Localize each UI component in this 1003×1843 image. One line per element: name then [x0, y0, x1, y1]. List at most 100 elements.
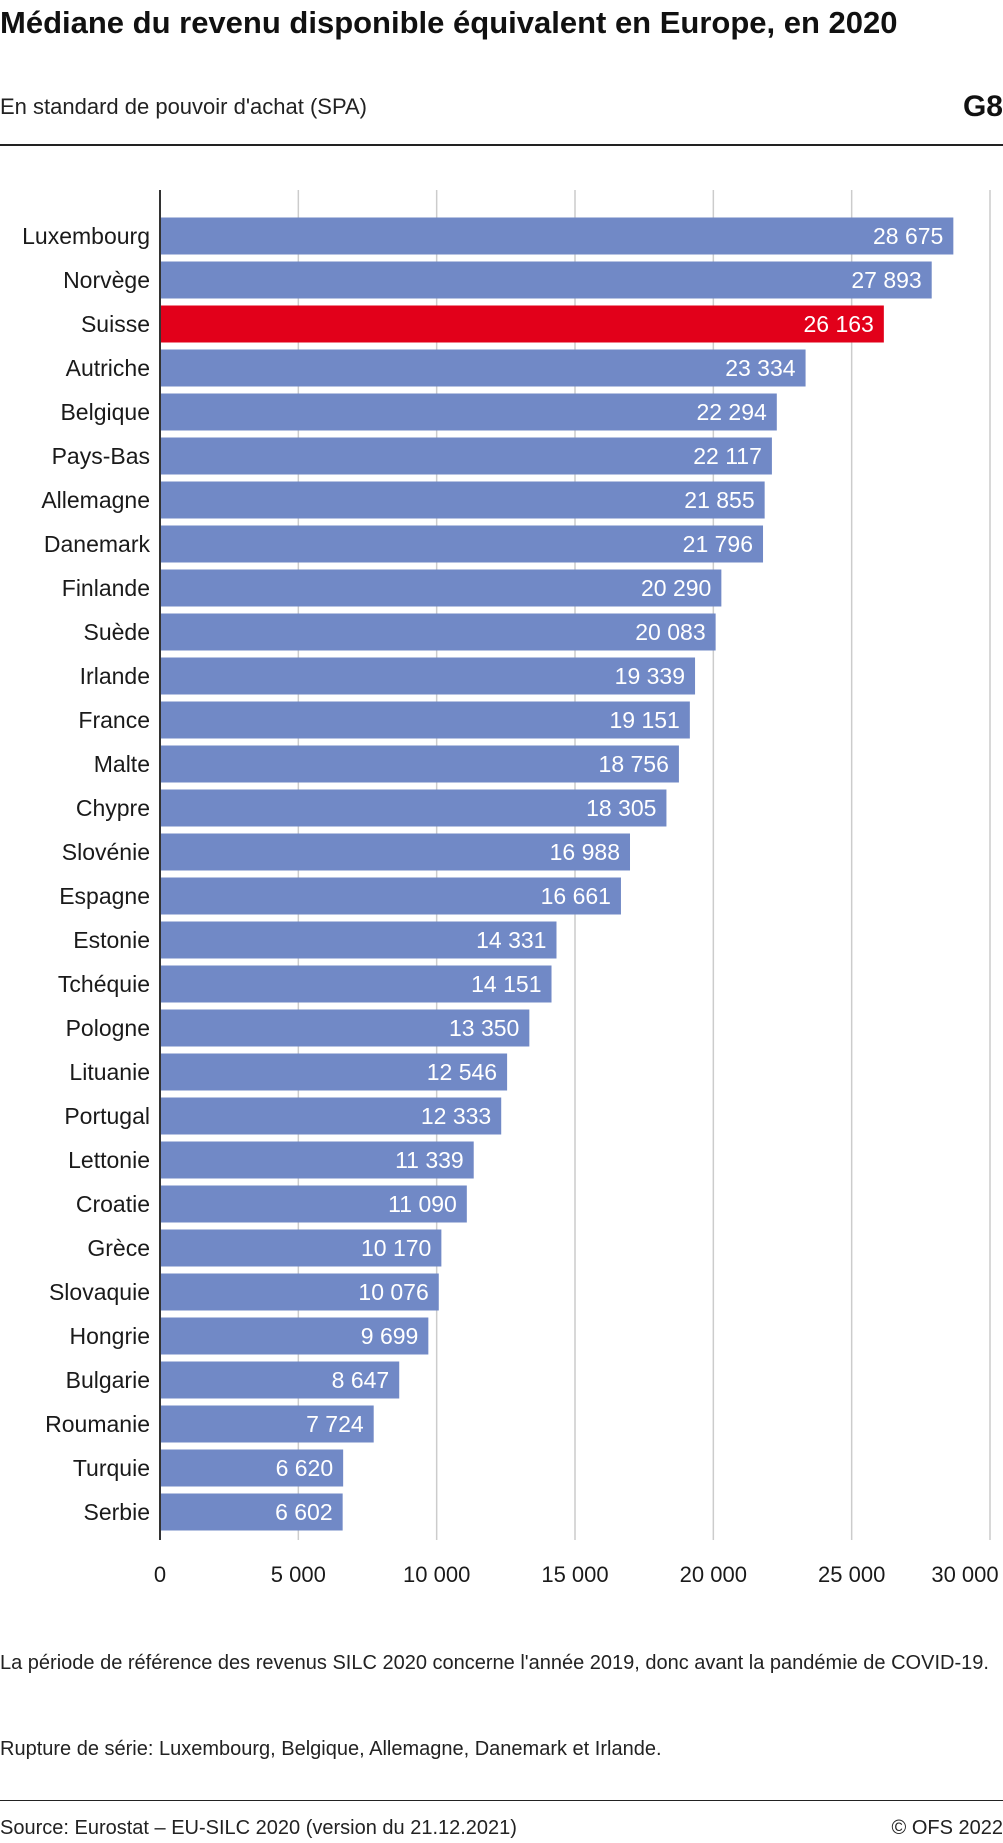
- category-label: Malte: [94, 751, 150, 777]
- value-label: 22 294: [696, 399, 767, 425]
- category-label: Turquie: [73, 1455, 150, 1481]
- category-label: Suède: [83, 619, 150, 645]
- value-label: 11 339: [395, 1147, 464, 1173]
- value-label: 12 546: [427, 1059, 497, 1085]
- value-label: 27 893: [851, 267, 921, 293]
- value-label: 19 151: [609, 707, 679, 733]
- bar: [160, 1449, 344, 1487]
- category-label: Chypre: [76, 795, 150, 821]
- category-label: Tchéquie: [58, 971, 150, 997]
- category-label: Portugal: [64, 1103, 150, 1129]
- bar: [160, 1317, 429, 1355]
- bar: [160, 1141, 474, 1179]
- bar: [160, 613, 716, 651]
- figure-badge: G8: [962, 90, 1003, 123]
- category-label: Autriche: [66, 355, 150, 381]
- category-label: Irlande: [80, 663, 150, 689]
- value-label: 9 699: [361, 1323, 419, 1349]
- bar: [160, 877, 621, 915]
- bar: [160, 657, 696, 695]
- value-label: 12 333: [421, 1103, 491, 1129]
- tick-label: 20 000: [680, 1562, 747, 1587]
- bar: [160, 1185, 467, 1223]
- bar: [160, 1405, 374, 1443]
- bar: [160, 437, 772, 475]
- value-label: 20 290: [641, 575, 711, 601]
- value-label: 10 076: [358, 1279, 428, 1305]
- bar-chart: 28 675 27 893 26 163 23 334 22 294 22 117 21 8…: [22, 190, 999, 1587]
- category-label: Pays-Bas: [52, 443, 150, 469]
- category-label: Slovénie: [62, 839, 150, 865]
- value-label: 8 647: [332, 1367, 390, 1393]
- chart-title: Médiane du revenu disponible équivalent …: [0, 5, 898, 40]
- category-label: Grèce: [87, 1235, 150, 1261]
- bar: [160, 305, 884, 343]
- bars: 28 675 27 893 26 163 23 334 22 294 22 117 21 8…: [160, 217, 954, 1531]
- category-labels: Luxembourg Norvège Suisse Autriche Belgique P…: [22, 223, 150, 1525]
- value-label: 7 724: [306, 1411, 364, 1437]
- bar: [160, 1229, 442, 1267]
- value-label: 21 855: [684, 487, 754, 513]
- tick-label: 25 000: [818, 1562, 885, 1587]
- category-label: Hongrie: [69, 1323, 150, 1349]
- value-label: 16 661: [541, 883, 611, 909]
- note-series-break: Rupture de série: Luxembourg, Belgique, …: [0, 1738, 662, 1760]
- bar: [160, 921, 557, 959]
- bar: [160, 393, 777, 431]
- value-label: 10 170: [361, 1235, 431, 1261]
- value-label: 22 117: [693, 443, 762, 469]
- bar: [160, 1361, 400, 1399]
- value-label: 16 988: [550, 839, 620, 865]
- category-label: Norvège: [63, 267, 150, 293]
- category-label: Finlande: [62, 575, 150, 601]
- copyright: © OFS 2022: [891, 1817, 1003, 1839]
- value-label: 28 675: [873, 223, 943, 249]
- category-label: Lituanie: [69, 1059, 150, 1085]
- value-label: 14 331: [476, 927, 546, 953]
- category-label: Estonie: [73, 927, 150, 953]
- category-label: Espagne: [59, 883, 150, 909]
- category-label: Luxembourg: [22, 223, 150, 249]
- value-label: 21 796: [683, 531, 753, 557]
- category-label: Danemark: [44, 531, 151, 557]
- value-label: 18 756: [599, 751, 669, 777]
- bar: [160, 1273, 439, 1311]
- category-label: Belgique: [60, 399, 150, 425]
- x-axis: 0 5 000 10 000 15 000 20 000 25 000 30 000: [154, 190, 999, 1587]
- category-label: Bulgarie: [66, 1367, 150, 1393]
- tick-label: 30 000: [931, 1562, 998, 1587]
- value-label: 6 602: [275, 1499, 333, 1525]
- bar: [160, 525, 764, 563]
- bar: [160, 569, 722, 607]
- value-label: 19 339: [615, 663, 685, 689]
- category-label: Roumanie: [45, 1411, 150, 1437]
- bar: [160, 701, 690, 739]
- value-label: 13 350: [449, 1015, 519, 1041]
- bar: [160, 481, 765, 519]
- bar: [160, 789, 667, 827]
- category-label: Lettonie: [68, 1147, 150, 1173]
- bar: [160, 745, 679, 783]
- tick-label: 15 000: [541, 1562, 608, 1587]
- chart-subtitle: En standard de pouvoir d'achat (SPA): [0, 94, 368, 119]
- bar: [160, 1053, 508, 1091]
- tick-label: 5 000: [271, 1562, 326, 1587]
- category-label: Allemagne: [41, 487, 150, 513]
- bar: [160, 965, 552, 1003]
- source-note: Source: Eurostat – EU-SILC 2020 (version…: [0, 1817, 517, 1839]
- bar: [160, 349, 806, 387]
- category-label: France: [78, 707, 150, 733]
- header-rule: [0, 144, 1003, 146]
- bar: [160, 1009, 530, 1047]
- value-label: 18 305: [586, 795, 656, 821]
- category-label: Pologne: [66, 1015, 150, 1041]
- tick-label: 0: [154, 1562, 166, 1587]
- value-label: 6 620: [276, 1455, 334, 1481]
- bar: [160, 833, 631, 871]
- bar: [160, 261, 932, 299]
- bar: [160, 1097, 502, 1135]
- value-label: 20 083: [635, 619, 705, 645]
- category-label: Serbie: [84, 1499, 150, 1525]
- value-label: 14 151: [471, 971, 541, 997]
- category-label: Croatie: [76, 1191, 150, 1217]
